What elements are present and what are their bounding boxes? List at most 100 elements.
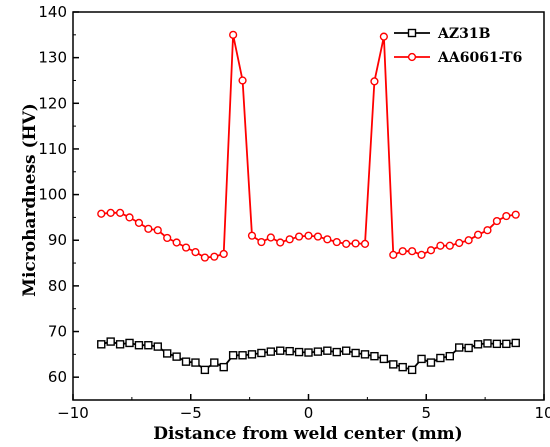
series-az31b xyxy=(97,337,520,375)
data-point-az31b xyxy=(323,346,332,355)
data-point-az31b xyxy=(483,339,492,348)
data-point-az31b xyxy=(464,343,473,353)
data-point-az31b xyxy=(417,354,426,364)
data-point-aa6061-t6 xyxy=(200,253,209,262)
data-point-az31b xyxy=(97,340,106,349)
data-point-az31b xyxy=(492,339,502,349)
data-point-aa6061-t6 xyxy=(455,238,464,248)
data-point-aa6061-t6 xyxy=(125,213,134,222)
data-point-az31b xyxy=(228,351,238,360)
data-point-az31b xyxy=(426,358,436,367)
x-tick-label: 0 xyxy=(304,404,314,422)
data-point-aa6061-t6 xyxy=(351,239,360,248)
data-point-az31b xyxy=(115,340,125,349)
y-tick-label: 110 xyxy=(38,140,67,158)
plot-frame xyxy=(72,11,545,401)
data-point-az31b xyxy=(134,341,144,350)
data-point-az31b xyxy=(360,350,370,359)
y-tick-label: 60 xyxy=(48,368,67,386)
data-point-az31b xyxy=(502,339,511,349)
data-point-aa6061-t6 xyxy=(379,32,388,41)
data-point-aa6061-t6 xyxy=(181,243,191,252)
data-point-aa6061-t6 xyxy=(473,230,483,239)
data-point-az31b xyxy=(436,353,445,363)
plot-area: −10 −5 0 5 10 60 70 80 90 100 110 120 130 140 AZ31B AA6… xyxy=(38,3,550,422)
data-point-aa6061-t6 xyxy=(294,232,304,241)
data-point-az31b xyxy=(210,358,219,367)
legend-marker-aa6061-t6 xyxy=(407,52,417,62)
data-point-aa6061-t6 xyxy=(144,224,153,233)
y-tick-label: 90 xyxy=(48,231,67,249)
data-point-aa6061-t6 xyxy=(97,209,106,218)
data-point-az31b xyxy=(511,338,520,348)
data-point-aa6061-t6 xyxy=(210,252,219,261)
legend-marker-az31b xyxy=(407,28,417,38)
data-point-aa6061-t6 xyxy=(266,233,275,242)
y-tick-label: 100 xyxy=(38,186,67,204)
data-point-az31b xyxy=(407,365,417,375)
data-point-az31b xyxy=(455,343,464,352)
data-point-az31b xyxy=(294,347,304,357)
y-axis-title: Microhardness (HV) xyxy=(20,103,40,297)
data-point-az31b xyxy=(379,354,389,364)
data-point-az31b xyxy=(341,346,351,355)
data-point-az31b xyxy=(389,360,398,369)
data-point-aa6061-t6 xyxy=(304,231,313,240)
data-point-aa6061-t6 xyxy=(219,249,228,259)
x-tick-label: −5 xyxy=(180,404,202,422)
data-point-aa6061-t6 xyxy=(191,248,200,257)
data-point-aa6061-t6 xyxy=(483,226,492,235)
data-point-aa6061-t6 xyxy=(313,232,323,241)
data-point-aa6061-t6 xyxy=(257,237,266,247)
data-point-aa6061-t6 xyxy=(511,210,520,219)
data-point-az31b xyxy=(238,351,247,360)
data-point-aa6061-t6 xyxy=(502,211,511,221)
data-point-aa6061-t6 xyxy=(445,241,454,250)
data-point-az31b xyxy=(276,346,285,355)
data-point-az31b xyxy=(153,342,162,351)
y-tick-label: 120 xyxy=(38,94,67,112)
data-point-aa6061-t6 xyxy=(389,250,398,259)
data-point-az31b xyxy=(181,357,191,366)
data-point-az31b xyxy=(473,340,483,349)
data-point-az31b xyxy=(144,341,153,350)
data-point-aa6061-t6 xyxy=(285,235,294,244)
data-point-aa6061-t6 xyxy=(163,233,172,243)
data-point-aa6061-t6 xyxy=(247,231,257,240)
data-point-az31b xyxy=(351,348,360,358)
data-point-aa6061-t6 xyxy=(106,208,115,217)
data-point-az31b xyxy=(106,337,115,346)
data-point-aa6061-t6 xyxy=(492,216,502,226)
data-point-aa6061-t6 xyxy=(229,30,238,39)
x-tick-label: 10 xyxy=(534,404,550,422)
x-tick-label: 5 xyxy=(421,404,431,422)
data-point-aa6061-t6 xyxy=(436,241,445,250)
data-point-aa6061-t6 xyxy=(153,226,162,235)
data-point-aa6061-t6 xyxy=(134,218,144,227)
y-tick-label: 130 xyxy=(38,49,67,67)
data-point-az31b xyxy=(332,347,341,357)
y-tick-label: 70 xyxy=(48,323,67,341)
legend: AZ31B AA6061-T6 xyxy=(394,26,522,66)
y-tick-label: 80 xyxy=(48,277,67,295)
series-aa6061-t6 xyxy=(97,30,520,262)
data-point-az31b xyxy=(172,352,181,361)
x-tick-label: −10 xyxy=(57,404,89,422)
data-point-az31b xyxy=(219,362,228,372)
legend-label-az31b: AZ31B xyxy=(437,26,491,42)
data-point-az31b xyxy=(257,348,266,358)
data-point-az31b xyxy=(266,347,276,356)
data-point-az31b xyxy=(191,358,200,367)
data-point-az31b xyxy=(445,351,454,361)
data-point-aa6061-t6 xyxy=(417,250,426,259)
data-point-aa6061-t6 xyxy=(408,247,417,256)
data-point-aa6061-t6 xyxy=(426,246,436,255)
data-point-aa6061-t6 xyxy=(360,239,370,248)
data-point-az31b xyxy=(162,349,172,358)
data-point-aa6061-t6 xyxy=(238,76,247,85)
series-line-aa6061-t6 xyxy=(101,34,516,259)
data-point-aa6061-t6 xyxy=(276,238,285,247)
data-point-aa6061-t6 xyxy=(398,247,407,256)
